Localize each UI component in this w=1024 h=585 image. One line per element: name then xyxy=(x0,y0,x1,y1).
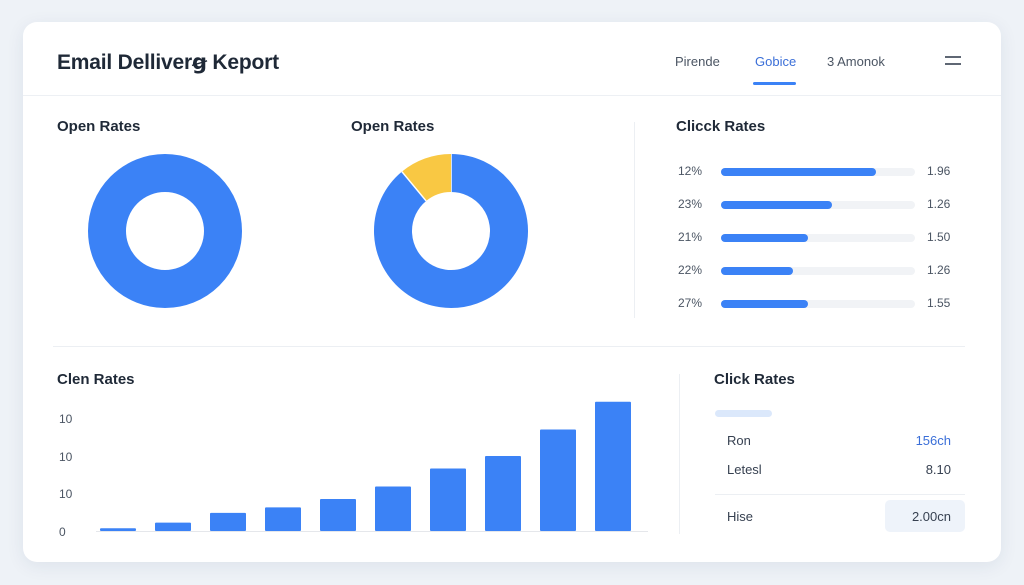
bar-label: 23% xyxy=(678,197,703,211)
bar-row: 22% 1.26 xyxy=(678,263,978,279)
report-header: Email Delliverꞡ Keport Pirende Gobice 3 … xyxy=(23,22,1001,96)
stat-label: Hise xyxy=(727,509,754,524)
row-separator xyxy=(715,494,965,495)
slice-separator xyxy=(401,171,427,202)
bar-row: 27% 1.55 xyxy=(678,296,978,312)
bar xyxy=(265,507,301,531)
bar-label: 12% xyxy=(678,164,703,178)
value-pill xyxy=(885,500,965,532)
y-tick-label: 10 xyxy=(59,487,73,501)
vertical-divider xyxy=(634,122,635,318)
bar-track xyxy=(721,201,915,209)
bar-fill xyxy=(721,168,877,176)
bar xyxy=(375,486,411,531)
open-rates-donut-1 xyxy=(88,154,242,308)
bar-track xyxy=(721,267,915,275)
bar-value: 1.55 xyxy=(927,296,951,310)
donut-slice xyxy=(88,154,242,308)
donut-slice xyxy=(374,154,528,308)
page-title: Email Delliverꞡ Keport xyxy=(57,51,279,74)
horizontal-divider xyxy=(53,346,965,347)
bar xyxy=(155,522,191,531)
click-rates-bars-title: Clicck Rates xyxy=(676,118,766,135)
stat-row-hise[interactable]: Hise 2.00cn xyxy=(715,494,965,534)
click-rates-panel-title: Click Rates xyxy=(714,371,795,388)
bar-track xyxy=(721,168,915,176)
bar-track xyxy=(721,234,915,242)
bar-fill xyxy=(721,300,809,308)
tab-gobice[interactable]: Gobice xyxy=(755,54,797,69)
bar xyxy=(210,512,246,531)
active-tab-indicator xyxy=(753,82,796,85)
bar-row: 21% 1.50 xyxy=(678,230,978,246)
bar-label: 21% xyxy=(678,230,703,244)
bar xyxy=(320,499,356,531)
bar-value: 1.50 xyxy=(927,230,951,244)
report-card: Email Delliverꞡ Keport Pirende Gobice 3 … xyxy=(23,22,1001,562)
vertical-divider-2 xyxy=(679,374,680,534)
stat-value: 8.10 xyxy=(925,462,951,477)
bar-fill xyxy=(721,234,809,242)
bar-label: 27% xyxy=(678,296,703,310)
clen-rates-bar-chart xyxy=(96,401,648,532)
bar-row: 23% 1.26 xyxy=(678,197,978,213)
y-tick-label: 0 xyxy=(59,525,66,539)
bar-value: 1.26 xyxy=(927,197,951,211)
bar-fill xyxy=(721,267,793,275)
donut-slice xyxy=(401,154,452,202)
bar-fill xyxy=(721,201,832,209)
tab-3-amonok[interactable]: 3 Amonok xyxy=(827,54,885,69)
bar-row: 12% 1.96 xyxy=(678,164,978,180)
bar-value: 1.96 xyxy=(927,164,951,178)
stat-label: Ron xyxy=(727,433,751,448)
stat-value: 2.00cn xyxy=(911,509,951,524)
y-tick-label: 10 xyxy=(59,450,73,464)
open-rates-title-1: Open Rates xyxy=(57,118,141,135)
bar xyxy=(100,528,136,531)
open-rates-donut-2 xyxy=(374,154,528,308)
y-tick-label: 10 xyxy=(59,412,73,426)
hamburger-menu-icon[interactable] xyxy=(943,54,963,68)
open-rates-title-2: Open Rates xyxy=(351,118,435,135)
loading-placeholder xyxy=(715,410,772,417)
stat-row-letesl[interactable]: Letesl 8.10 xyxy=(715,454,965,494)
bar xyxy=(595,401,631,531)
bar xyxy=(540,429,576,531)
clen-rates-title: Clen Rates xyxy=(57,371,135,388)
bar-track xyxy=(721,300,915,308)
stat-value: 156ch xyxy=(915,433,951,448)
bar-value: 1.26 xyxy=(927,263,951,277)
stat-row-ron[interactable]: Ron 156ch xyxy=(715,424,965,464)
bar xyxy=(485,455,521,531)
bar xyxy=(430,468,466,531)
stat-label: Letesl xyxy=(727,462,762,477)
bar-label: 22% xyxy=(678,263,703,277)
tab-pirende[interactable]: Pirende xyxy=(675,54,720,69)
